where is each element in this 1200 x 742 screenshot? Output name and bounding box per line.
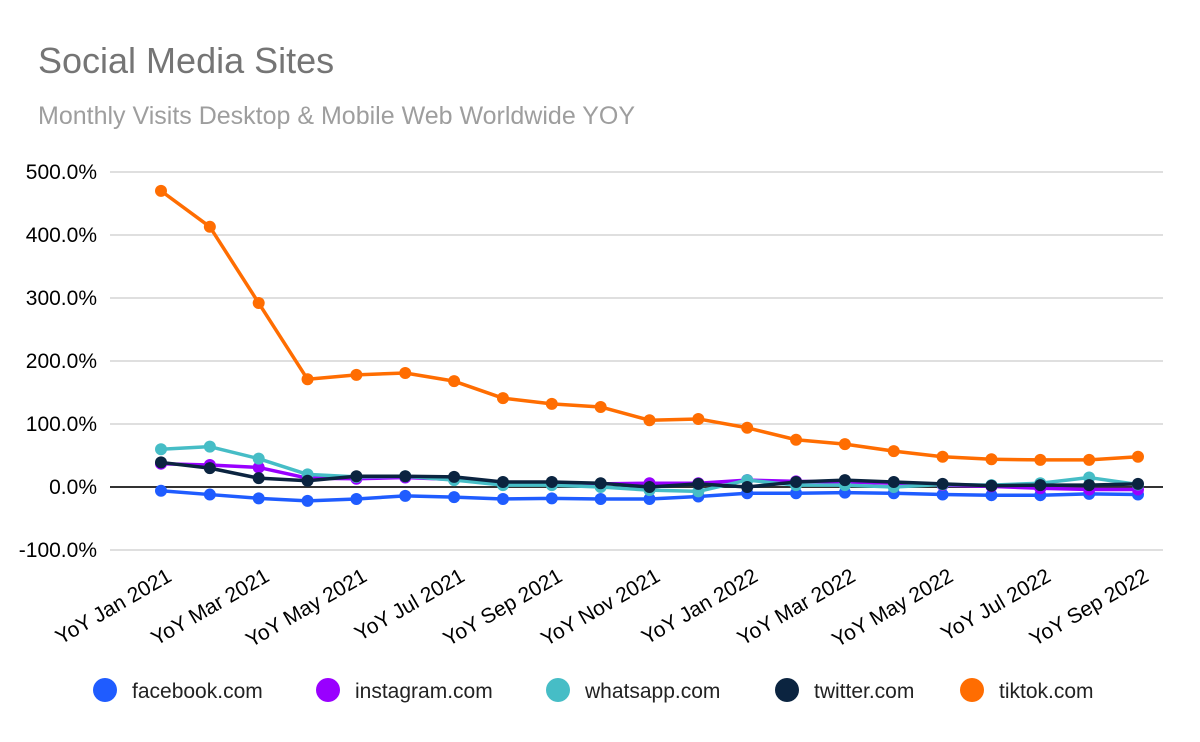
- data-point: [203, 220, 216, 233]
- legend-marker: [93, 678, 117, 702]
- data-point: [496, 475, 509, 488]
- data-point: [643, 414, 656, 427]
- data-point: [252, 492, 265, 505]
- legend-marker: [775, 678, 799, 702]
- data-point: [155, 184, 167, 197]
- data-point: [448, 375, 461, 388]
- data-point: [399, 470, 412, 483]
- y-tick-label: -100.0%: [19, 539, 97, 562]
- legend-marker: [546, 678, 570, 702]
- data-point: [790, 433, 803, 446]
- data-point: [594, 400, 607, 413]
- chart-subtitle: Monthly Visits Desktop & Mobile Web Worl…: [38, 102, 636, 130]
- data-point: [155, 484, 167, 497]
- data-point: [155, 456, 167, 469]
- legend-label: twitter.com: [814, 680, 914, 703]
- y-tick-label: 300.0%: [26, 287, 97, 310]
- data-point: [936, 450, 949, 463]
- legend-label: facebook.com: [132, 680, 263, 703]
- legend-label: whatsapp.com: [584, 680, 720, 703]
- data-point: [1132, 450, 1144, 463]
- data-point: [936, 477, 949, 490]
- data-point: [692, 412, 705, 425]
- data-point: [594, 477, 607, 490]
- data-point: [692, 477, 705, 490]
- data-point: [252, 297, 265, 310]
- data-point: [252, 461, 265, 474]
- data-point: [741, 481, 754, 493]
- data-point: [1083, 479, 1096, 492]
- data-point: [155, 443, 167, 456]
- data-point: [545, 475, 558, 488]
- data-point: [350, 492, 363, 505]
- data-point: [1083, 453, 1096, 466]
- data-point: [448, 470, 461, 483]
- data-point: [838, 438, 851, 451]
- series-facebook-com: [155, 484, 1144, 507]
- data-point: [985, 453, 998, 466]
- data-point: [545, 492, 558, 505]
- data-point: [350, 470, 363, 483]
- y-tick-label: 500.0%: [26, 161, 97, 184]
- data-point: [936, 488, 949, 501]
- data-point: [643, 481, 656, 493]
- data-point: [252, 452, 265, 465]
- data-point: [985, 479, 998, 492]
- data-point: [301, 474, 314, 487]
- data-point: [985, 489, 998, 502]
- data-point: [496, 492, 509, 505]
- data-point: [399, 489, 412, 502]
- data-point: [545, 397, 558, 410]
- data-point: [301, 373, 314, 386]
- y-tick-label: 400.0%: [26, 224, 97, 247]
- data-point: [252, 472, 265, 485]
- data-point: [838, 474, 851, 487]
- series-tiktok-com: [155, 184, 1144, 466]
- data-point: [448, 491, 461, 504]
- data-point: [887, 445, 900, 458]
- y-tick-label: 0.0%: [49, 476, 97, 499]
- data-point: [1132, 477, 1144, 490]
- data-point: [643, 492, 656, 505]
- y-tick-label: 200.0%: [26, 350, 97, 373]
- legend-marker: [960, 678, 984, 702]
- data-point: [496, 392, 509, 405]
- data-point: [594, 492, 607, 505]
- data-point: [350, 368, 363, 381]
- data-point: [203, 488, 216, 501]
- data-point: [790, 475, 803, 488]
- data-point: [1034, 479, 1047, 492]
- data-point: [203, 462, 216, 475]
- chart-title: Social Media Sites: [38, 40, 335, 81]
- y-tick-label: 100.0%: [26, 413, 97, 436]
- data-point: [203, 440, 216, 453]
- legend-marker: [316, 678, 340, 702]
- data-point: [887, 475, 900, 488]
- legend-label: tiktok.com: [999, 680, 1094, 703]
- data-point: [1034, 453, 1047, 466]
- series-twitter-com: [155, 456, 1144, 493]
- data-point: [399, 366, 412, 379]
- legend-label: instagram.com: [355, 680, 493, 703]
- data-point: [301, 494, 314, 507]
- data-point: [741, 421, 754, 434]
